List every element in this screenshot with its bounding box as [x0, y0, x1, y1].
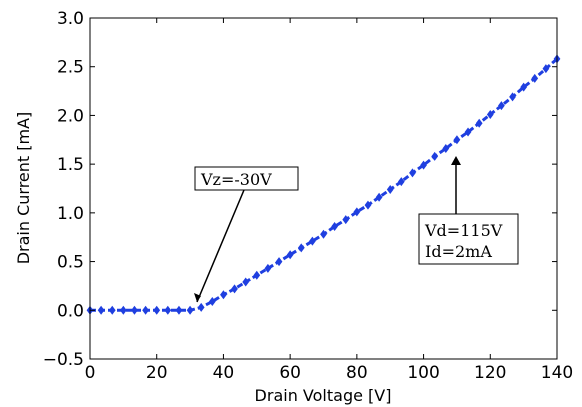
- data-point: [108, 305, 116, 315]
- data-point: [520, 82, 528, 92]
- data-point: [409, 168, 416, 178]
- annotation-vz-arrow: [196, 189, 245, 303]
- y-tick-label: 1.5: [57, 155, 84, 175]
- data-point: [375, 192, 383, 202]
- data-point: [286, 250, 294, 260]
- data-point: [542, 64, 550, 74]
- data-point: [498, 101, 505, 111]
- data-point: [97, 305, 105, 315]
- y-tick-label: 3.0: [57, 9, 84, 29]
- data-point: [353, 207, 361, 217]
- plot-area: [90, 18, 557, 359]
- data-point: [253, 270, 261, 280]
- data-point: [342, 215, 350, 225]
- data-point: [364, 200, 372, 210]
- y-tick-label: 2.5: [57, 58, 84, 78]
- plot-frame: [89, 17, 558, 360]
- data-point: [453, 135, 461, 145]
- x-tick-label: 140: [541, 363, 573, 383]
- annotation-vz: Vz=-30V: [194, 166, 299, 303]
- data-point: [242, 277, 250, 287]
- annotation-vd-arrowhead: [451, 156, 461, 165]
- data-point: [275, 257, 283, 267]
- data-point: [175, 305, 183, 315]
- data-point: [297, 243, 305, 253]
- annotation-vz-text: Vz=-30V: [200, 170, 272, 189]
- x-tick-label: 80: [346, 363, 368, 383]
- data-point: [220, 290, 227, 300]
- data-point: [420, 160, 427, 170]
- data-point: [186, 305, 194, 315]
- data-point: [309, 236, 316, 246]
- data-point: [142, 305, 149, 315]
- x-tick-label: 120: [474, 363, 506, 383]
- series-layer: [86, 54, 561, 315]
- y-tick-label: 1.0: [57, 204, 84, 224]
- data-point: [464, 127, 472, 137]
- data-point: [386, 184, 394, 194]
- data-point: [320, 229, 327, 239]
- y-tick-label: 0.0: [57, 301, 84, 321]
- data-point: [208, 297, 216, 307]
- data-point: [197, 302, 205, 312]
- annotation-vd-line-2: Id=2mA: [425, 242, 492, 261]
- x-axis-title: Drain Voltage [V]: [255, 386, 392, 405]
- annotation-vd-line-1: Vd=115V: [424, 221, 503, 240]
- annotation-vd-box: [418, 213, 519, 265]
- data-point: [397, 177, 405, 187]
- x-tick-label: 100: [407, 363, 439, 383]
- y-axis-title: Drain Current [mA]: [14, 112, 33, 265]
- ticks-layer: 0 20 40 60 80 100 120 140 −0.5 0.0 0.5 1.0 1.5 2.0 2.5…: [43, 9, 574, 383]
- data-point: [231, 284, 238, 294]
- x-tick-label: 0: [85, 363, 96, 383]
- data-point: [264, 263, 272, 273]
- data-point: [531, 73, 539, 83]
- annotation-vd: Vd=115V Id=2mA: [418, 156, 519, 265]
- data-point: [475, 118, 483, 128]
- data-point: [442, 144, 450, 154]
- x-tick-label: 20: [146, 363, 168, 383]
- data-point: [131, 305, 138, 315]
- y-tick-label: 2.0: [57, 106, 84, 126]
- data-point: [331, 221, 338, 231]
- x-tick-label: 60: [279, 363, 301, 383]
- y-tick-label: −0.5: [43, 350, 84, 370]
- annotation-vz-box: [194, 166, 299, 191]
- data-point: [509, 92, 516, 102]
- x-tick-label: 40: [213, 363, 235, 383]
- data-point: [431, 151, 439, 161]
- y-tick-label: 0.5: [57, 253, 84, 273]
- data-point: [119, 305, 127, 315]
- data-point: [153, 305, 161, 315]
- data-point: [486, 109, 494, 119]
- annotation-vz-arrowhead: [194, 293, 201, 302]
- data-point: [164, 305, 172, 315]
